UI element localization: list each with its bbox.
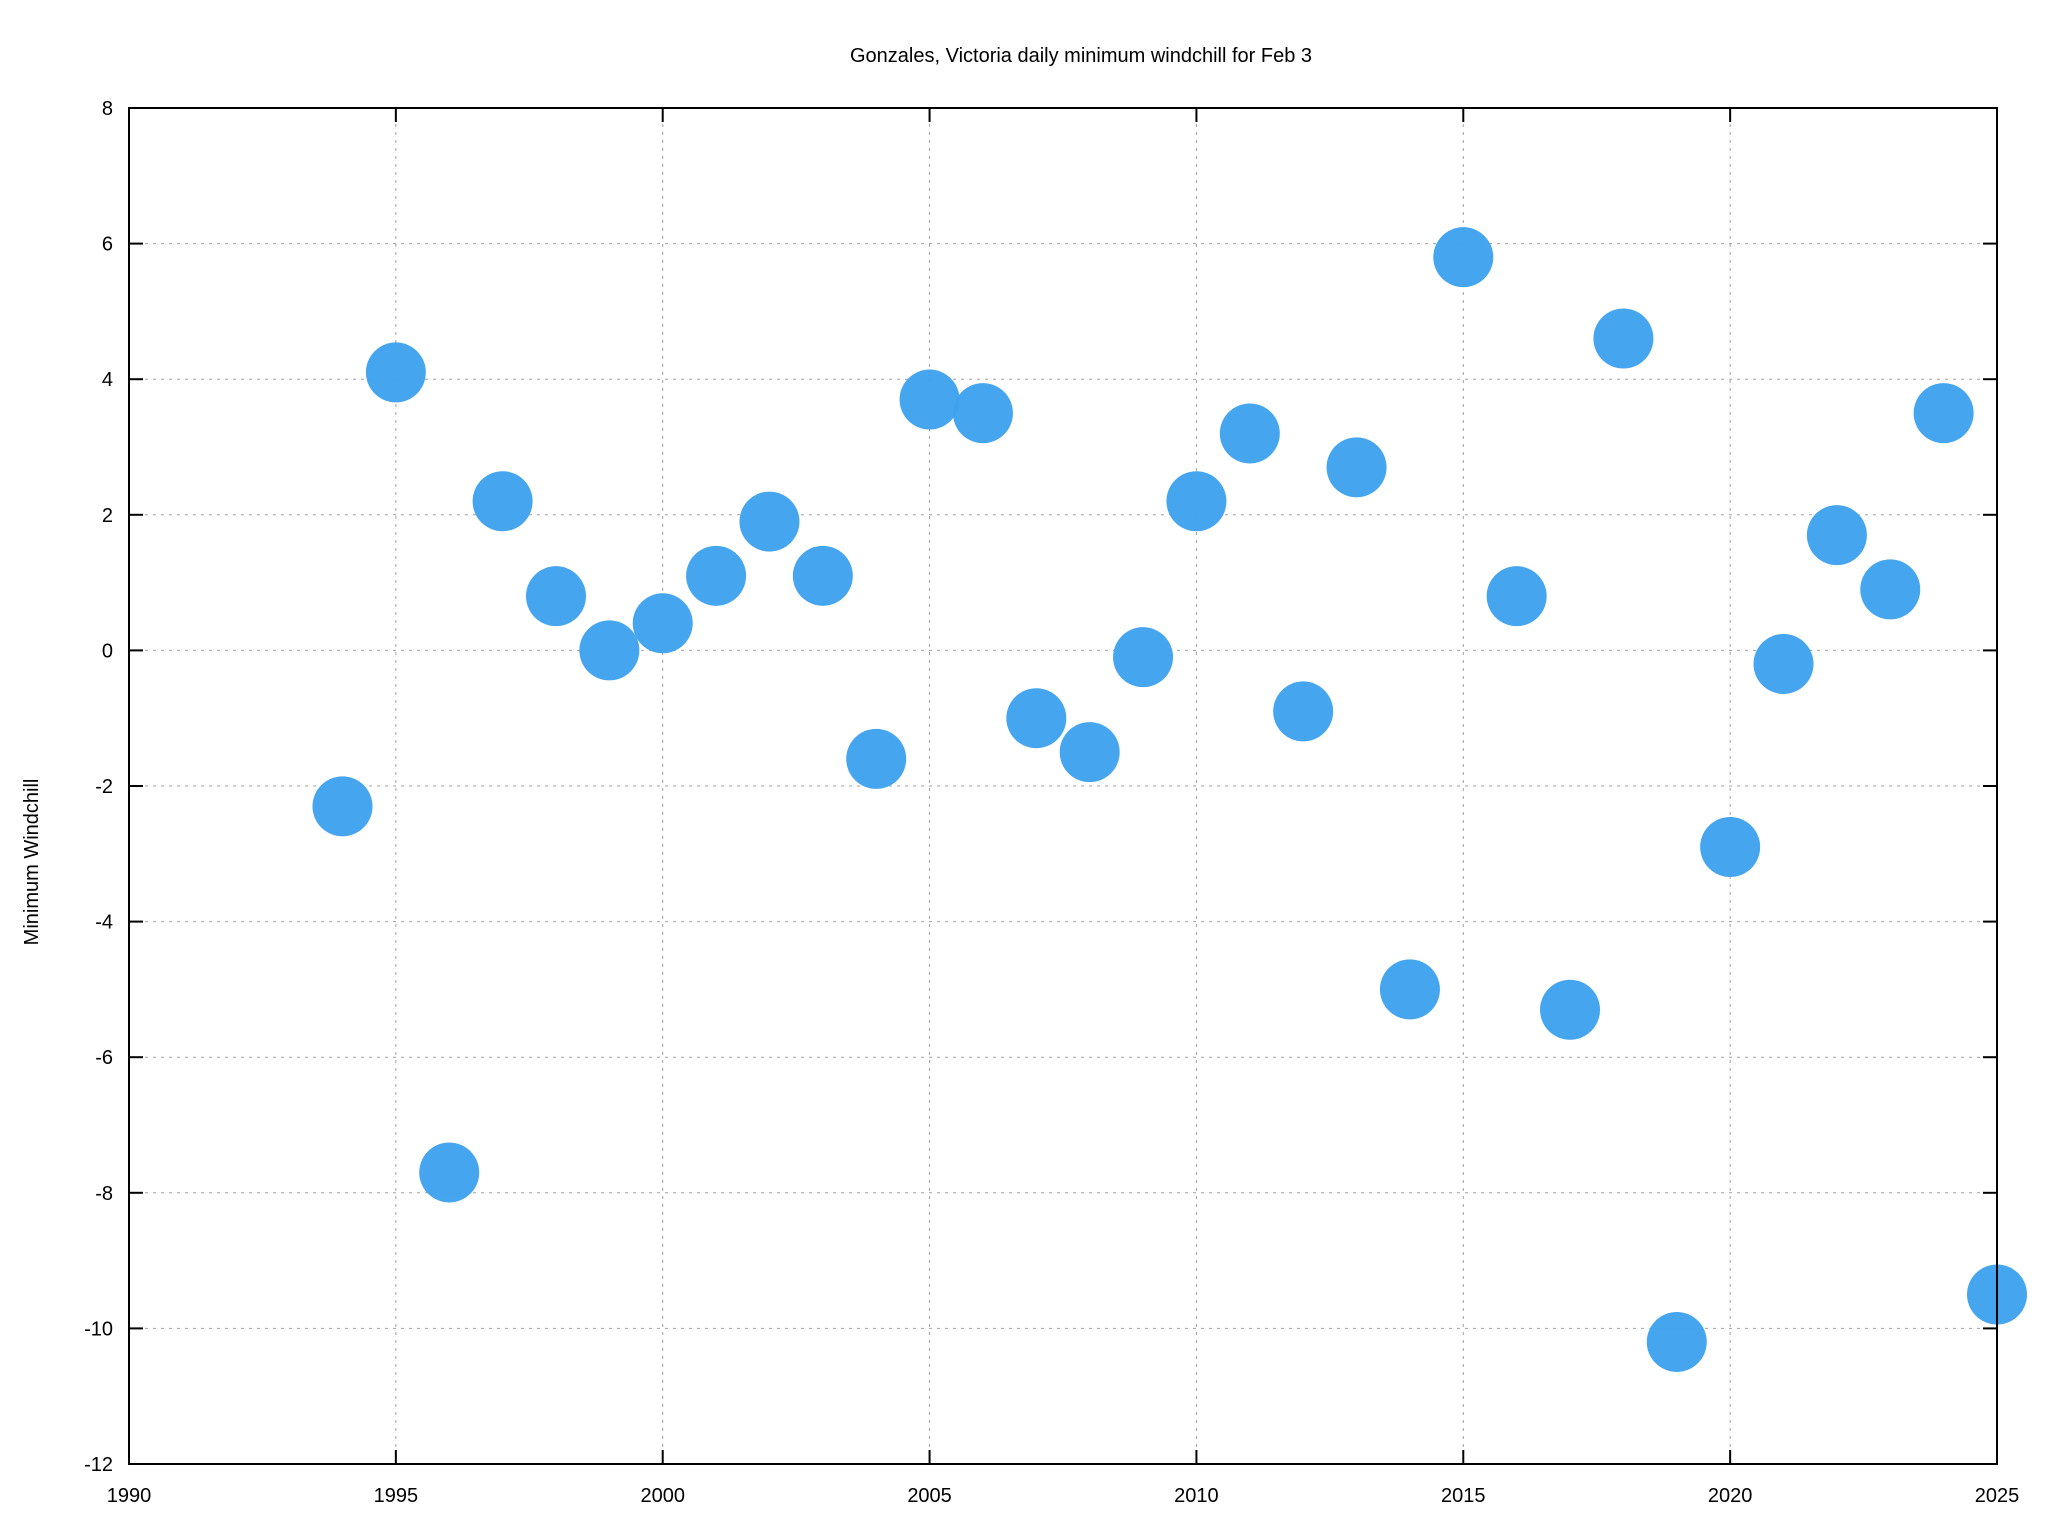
data-point xyxy=(1646,1311,1707,1372)
data-point xyxy=(846,728,907,789)
y-tick-label: 6 xyxy=(102,234,113,256)
data-point xyxy=(1593,308,1654,369)
y-tick-label: 8 xyxy=(102,98,113,120)
data-point xyxy=(1113,627,1174,688)
x-tick-label: 2000 xyxy=(640,1485,685,1507)
data-point xyxy=(1913,383,1974,444)
data-point xyxy=(365,342,426,403)
data-point xyxy=(579,620,640,681)
data-point xyxy=(1326,437,1387,498)
y-tick-label: -10 xyxy=(84,1318,113,1340)
data-point xyxy=(312,776,373,837)
grid xyxy=(129,108,1997,1464)
y-tick-labels: -12 -10 -8 -6 -4 -2 0 2 4 6 8 xyxy=(84,98,113,1476)
y-axis-label: Minimum Windchill xyxy=(21,779,43,946)
data-point xyxy=(952,383,1013,444)
y-tick-label: -12 xyxy=(84,1454,113,1476)
data-point xyxy=(686,545,747,606)
data-point xyxy=(1379,959,1440,1020)
data-point xyxy=(1059,722,1120,783)
data-point xyxy=(1486,566,1547,627)
data-point xyxy=(1433,227,1494,288)
data-point xyxy=(525,566,586,627)
data-point xyxy=(1860,559,1921,620)
x-tick-label: 2005 xyxy=(907,1485,952,1507)
x-tick-label: 2025 xyxy=(1975,1485,2020,1507)
x-tick-label: 1990 xyxy=(107,1485,152,1507)
data-point xyxy=(899,369,960,430)
data-point xyxy=(419,1142,480,1203)
data-point xyxy=(472,471,533,532)
data-point xyxy=(1006,688,1067,749)
x-tick-label: 1995 xyxy=(374,1485,419,1507)
y-tick-label: -8 xyxy=(95,1183,113,1205)
data-point xyxy=(739,491,800,552)
data-point xyxy=(792,545,853,606)
data-point xyxy=(1806,505,1867,566)
y-tick-label: 2 xyxy=(102,505,113,527)
plot-frame xyxy=(128,107,1998,1465)
y-tick-label: 4 xyxy=(102,369,113,391)
y-tick-label: -6 xyxy=(95,1047,113,1069)
data-point xyxy=(1540,979,1601,1040)
x-tick-labels: 1990 1995 2000 2005 2010 2015 2020 2025 xyxy=(107,1485,2020,1507)
x-tick-label: 2015 xyxy=(1441,1485,1486,1507)
x-tick-label: 2020 xyxy=(1708,1485,1753,1507)
data-points xyxy=(312,227,2027,1372)
y-tick-label: -4 xyxy=(95,912,113,934)
data-point xyxy=(1219,403,1280,464)
data-point xyxy=(632,593,693,654)
y-tick-label: 0 xyxy=(102,640,113,662)
y-tick-label: -2 xyxy=(95,776,113,798)
data-point xyxy=(1753,633,1814,694)
chart-title: Gonzales, Victoria daily minimum windchi… xyxy=(850,45,1312,67)
data-point xyxy=(1273,681,1334,742)
data-point xyxy=(1700,817,1761,878)
x-tick-label: 2010 xyxy=(1174,1485,1219,1507)
data-point xyxy=(1166,471,1227,532)
